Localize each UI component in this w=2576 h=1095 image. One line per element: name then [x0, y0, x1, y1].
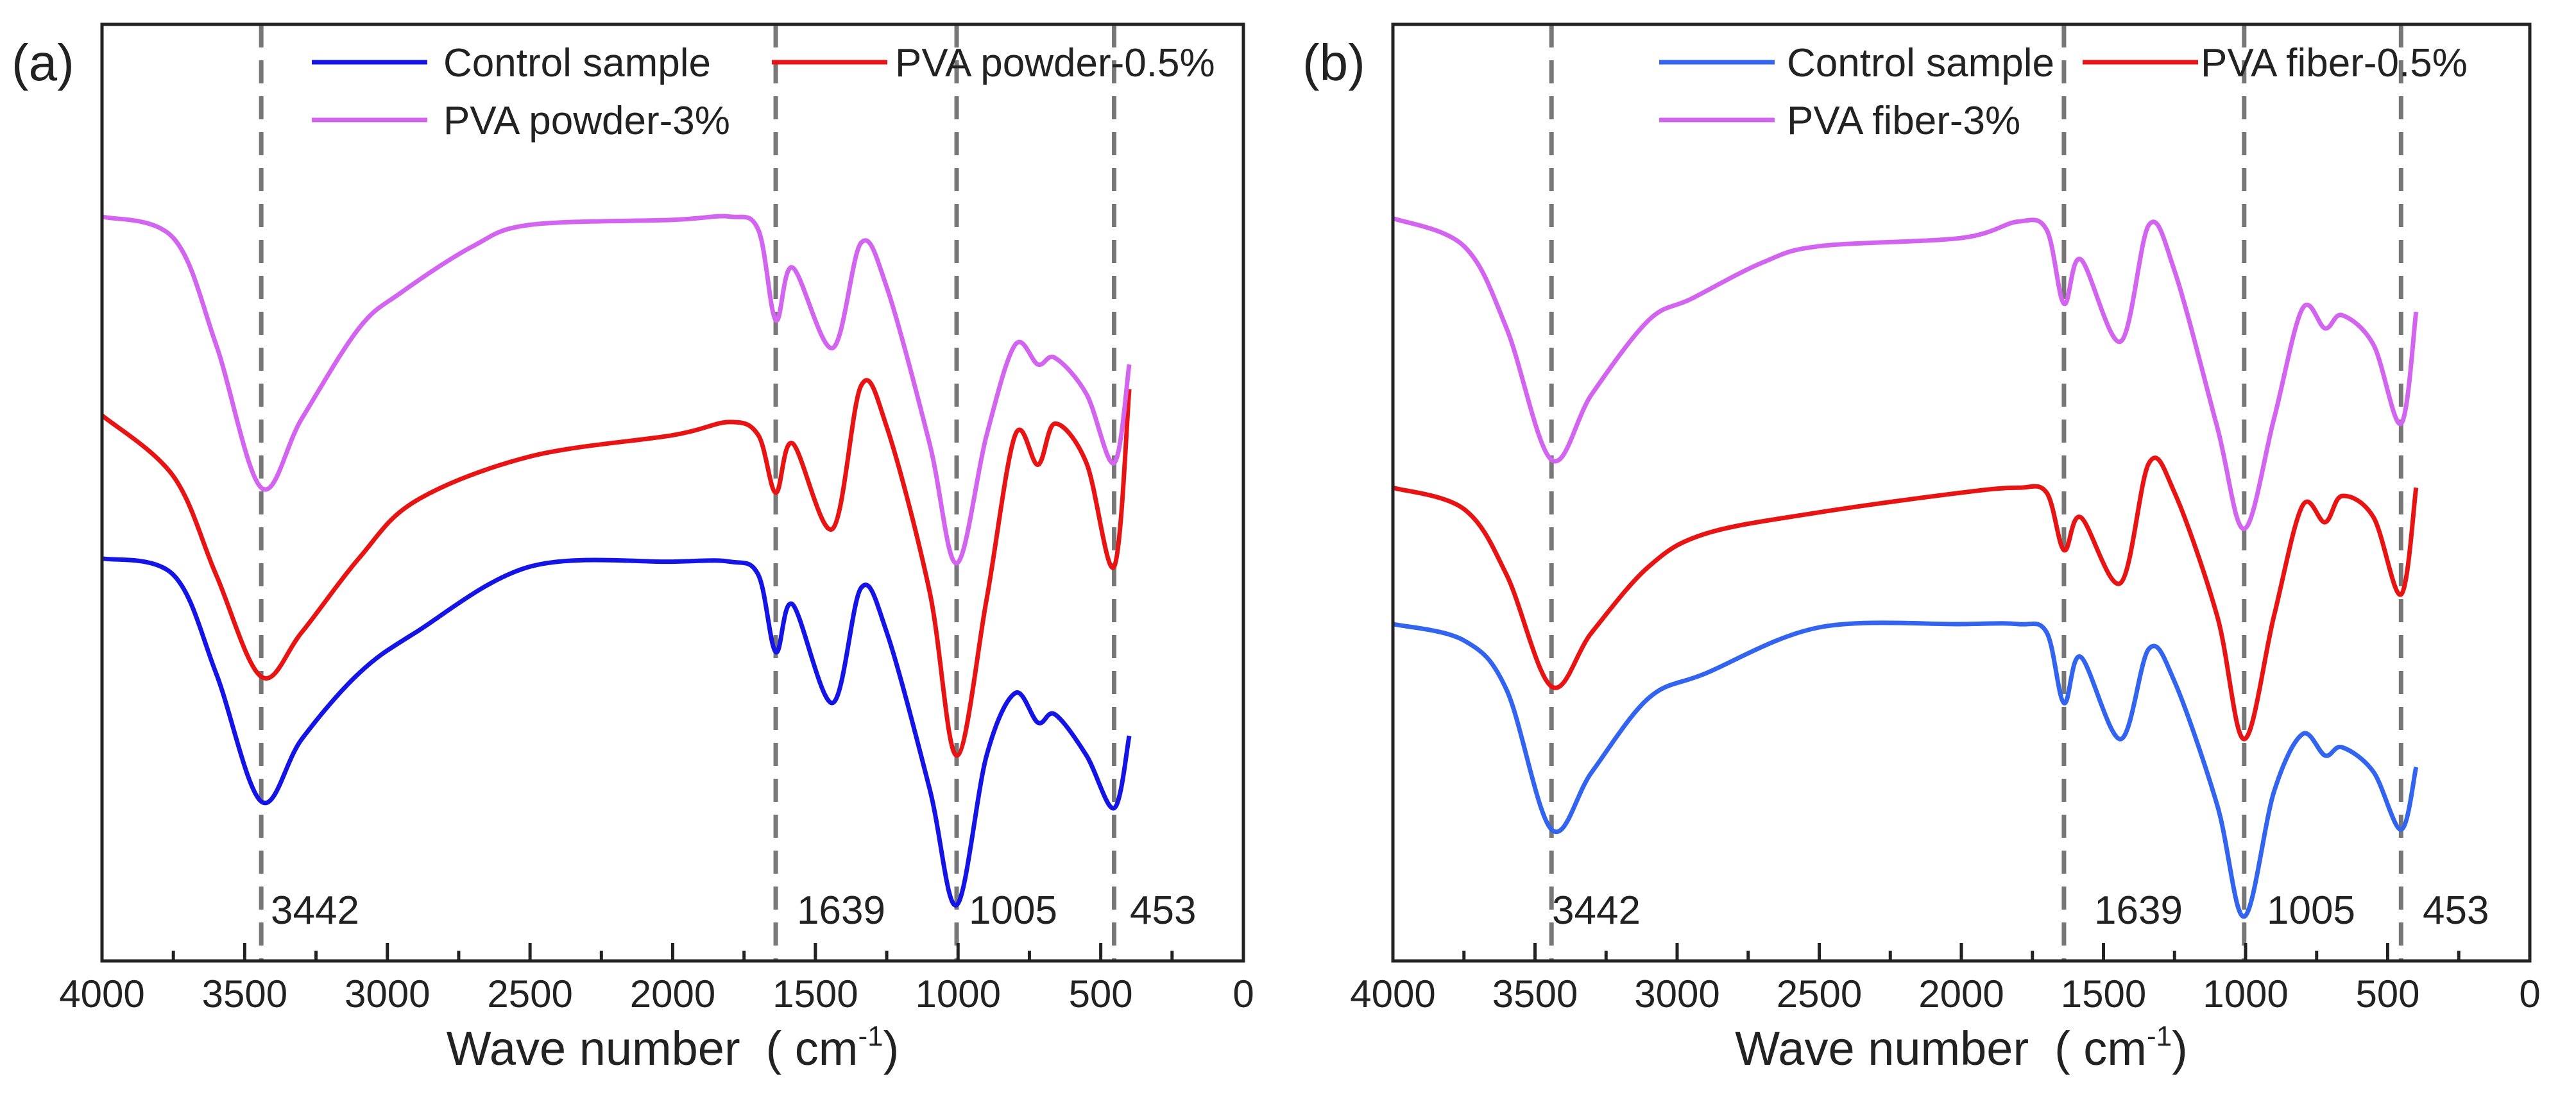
legend-label: PVA fiber-0.5%: [2201, 41, 2468, 85]
peak-label: 1639: [797, 888, 885, 933]
x-axis-label-sup: -1: [2147, 1021, 2172, 1052]
x-tick-label: 1500: [2061, 972, 2146, 1015]
peak-label: 1005: [2267, 888, 2355, 933]
series-line-0-5pct: [1392, 455, 2419, 742]
x-tick-label: 2000: [1918, 972, 2004, 1015]
panel-label: (a): [12, 34, 74, 91]
x-tick-label: 4000: [1350, 972, 1435, 1015]
x-tick-label: 4000: [59, 972, 144, 1015]
x-axis-label: Wave number ( cm-1): [447, 1021, 900, 1075]
x-tick-label: 1000: [2203, 972, 2288, 1015]
series-line-3pct: [1392, 216, 2419, 531]
x-axis-label-close: ): [883, 1022, 900, 1075]
series-line-control: [1392, 620, 2419, 919]
x-tick-label: 2500: [1777, 972, 1862, 1015]
x-tick-label: 0: [2519, 972, 2540, 1015]
legend-label: PVA powder-0.5%: [895, 41, 1215, 85]
x-axis-label-unit: ( cm: [2054, 1022, 2147, 1075]
x-tick-label: 1000: [916, 972, 1001, 1015]
x-tick-label: 500: [2355, 972, 2419, 1015]
x-tick-label: 3500: [1492, 972, 1578, 1015]
peak-label: 3442: [1552, 888, 1641, 933]
peak-label: 3442: [271, 888, 359, 933]
series-line-3pct: [101, 214, 1132, 566]
x-tick-label: 3500: [202, 972, 287, 1015]
legend-label: PVA powder-3%: [443, 99, 730, 143]
peak-label: 453: [2423, 888, 2489, 933]
x-axis-label: Wave number ( cm-1): [1735, 1021, 2188, 1075]
chart-panel-b: 3442 1639 1005 453 4000 3500 3000 2500 2000 1500 1…: [1302, 22, 2541, 1075]
x-tick-label: 500: [1069, 972, 1133, 1015]
peak-label: 1005: [969, 888, 1057, 933]
x-axis-label-sup: -1: [858, 1021, 883, 1052]
x-tick-label: 2500: [487, 972, 572, 1015]
legend: Control sample PVA powder-0.5% PVA powder-…: [312, 41, 1215, 143]
x-tick-label: 2000: [630, 972, 715, 1015]
x-axis-label-close: ): [2172, 1022, 2188, 1075]
legend: Control sample PVA fiber-0.5% PVA fiber-3%: [1659, 41, 2468, 143]
x-tick-label: 3000: [345, 972, 430, 1015]
x-tick-label: 1500: [772, 972, 858, 1015]
chart-panel-a: 3442 1639 1005 453 4000 3500 3000 2500 2000 1500 1…: [12, 22, 1254, 1075]
x-axis-label-text: Wave number: [1735, 1022, 2029, 1075]
x-tick-label: 3000: [1634, 972, 1719, 1015]
peak-label: 1639: [2094, 888, 2183, 933]
legend-label: PVA fiber-3%: [1787, 99, 2020, 143]
x-axis-label-text: Wave number: [447, 1022, 740, 1075]
plot-frame: [100, 22, 1245, 963]
legend-label: Control sample: [443, 41, 711, 85]
series-line-0-5pct: [100, 378, 1132, 758]
peak-label: 453: [1130, 888, 1196, 933]
panel-label: (b): [1302, 34, 1365, 91]
series-line-control: [101, 556, 1132, 908]
x-tick-label: 0: [1233, 972, 1254, 1015]
legend-label: Control sample: [1787, 41, 2054, 85]
x-axis-label-unit: ( cm: [766, 1022, 858, 1075]
